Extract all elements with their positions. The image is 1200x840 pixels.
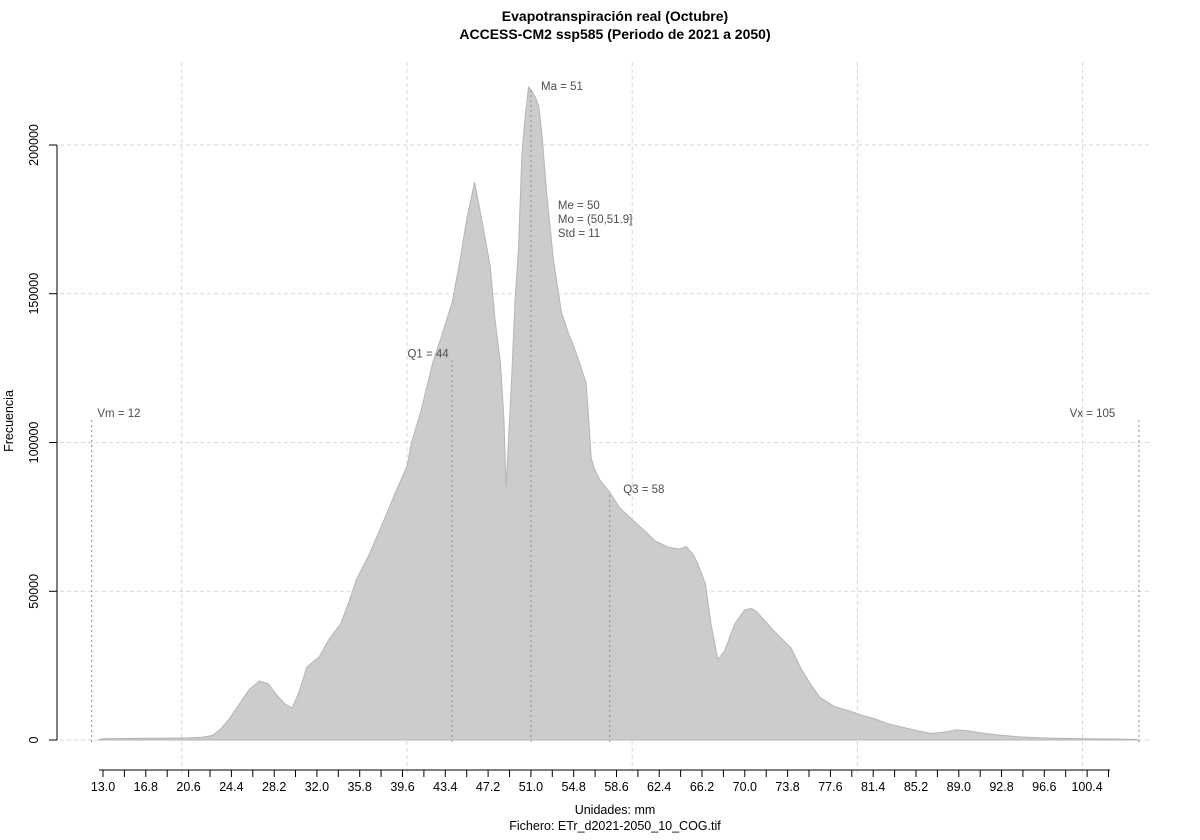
- chart-subtitle: ACCESS-CM2 ssp585 (Periodo de 2021 a 205…: [459, 26, 771, 42]
- x-tick-label: 39.6: [390, 780, 414, 794]
- y-tick-label: 150000: [27, 273, 41, 315]
- y-axis: 0 50000 100000 150000 200000: [27, 124, 58, 743]
- x-tick-label: 32.0: [305, 780, 329, 794]
- x-tick-label: 54.8: [562, 780, 586, 794]
- file-label: Fichero: ETr_d2021-2050_10_COG.tif: [509, 818, 721, 833]
- chart-title-block: Evapotranspiración real (Octubre) ACCESS…: [60, 7, 1170, 43]
- x-tick-label: 100.4: [1071, 780, 1102, 794]
- y-tick-label: 200000: [27, 124, 41, 166]
- vm-label: Vm = 12: [97, 408, 140, 420]
- x-tick-label: 89.0: [947, 780, 971, 794]
- mo-label: Mo = (50,51.9]: [558, 214, 632, 226]
- y-tick-label: 100000: [27, 422, 41, 464]
- x-tick-label: 85.2: [904, 780, 928, 794]
- std-label: Std = 11: [558, 228, 600, 240]
- x-tick-label: 66.2: [690, 780, 714, 794]
- chart-title: Evapotranspiración real (Octubre): [501, 8, 729, 24]
- stat-marker-lines: [91, 87, 1140, 742]
- x-tick-label: 58.6: [604, 780, 628, 794]
- x-tick-label: 20.6: [176, 780, 200, 794]
- x-tick-label: 24.4: [219, 780, 243, 794]
- chart-footer-block: Unidades: mm Fichero: ETr_d2021-2050_10_…: [60, 803, 1170, 834]
- x-tick-label: 35.8: [348, 780, 372, 794]
- x-tick-label: 13.0: [91, 780, 115, 794]
- vx-label: Vx = 105: [1070, 408, 1116, 420]
- units-label: Unidades: mm: [574, 803, 656, 817]
- ma-label: Ma = 51: [541, 81, 583, 93]
- x-tick-label: 16.8: [134, 780, 158, 794]
- x-tick-label: 77.6: [818, 780, 842, 794]
- q3-label: Q3 = 58: [623, 484, 664, 496]
- stat-annotations: Vm = 12 Q1 = 44 Ma = 51 Me = 50 Mo = (50,51.…: [97, 81, 1115, 496]
- x-tick-label: 73.8: [775, 780, 799, 794]
- y-tick-label: 50000: [27, 574, 41, 609]
- x-tick-label: 92.8: [989, 780, 1013, 794]
- x-axis: 13.0 16.8 20.6 24.4 28.2 32.0 35.8 39.6 43.4 47.2…: [91, 769, 1110, 794]
- x-tick-label: 28.2: [262, 780, 286, 794]
- y-axis-title: Frecuencia: [2, 390, 16, 452]
- x-tick-label: 51.0: [519, 780, 543, 794]
- y-tick-label: 0: [27, 736, 41, 743]
- frequency-area: [98, 85, 1139, 741]
- x-tick-label: 96.6: [1032, 780, 1056, 794]
- x-tick-label: 43.4: [433, 780, 457, 794]
- x-tick-label: 62.4: [647, 780, 671, 794]
- q1-label: Q1 = 44: [407, 349, 449, 361]
- x-tick-label: 47.2: [476, 780, 500, 794]
- x-tick-label: 70.0: [733, 780, 757, 794]
- me-label: Me = 50: [558, 200, 600, 212]
- x-tick-label: 81.4: [861, 780, 885, 794]
